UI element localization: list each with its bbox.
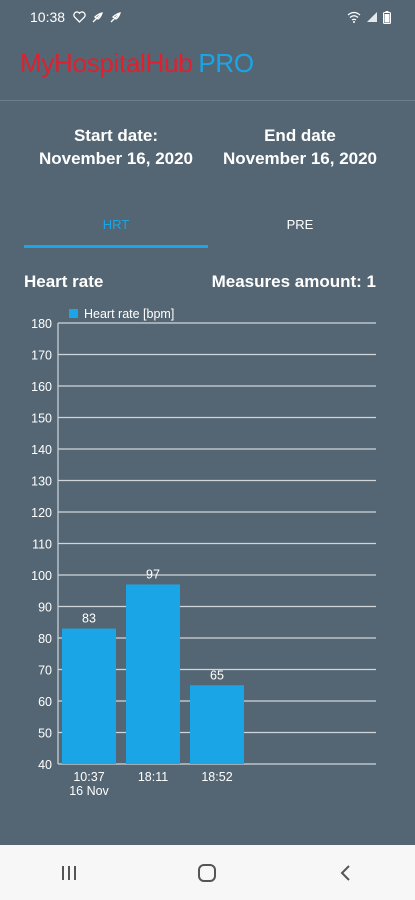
home-icon: [198, 863, 217, 882]
tab-pre[interactable]: PRE: [208, 200, 392, 248]
end-date-label: End date: [264, 126, 336, 145]
data-label: 83: [82, 612, 96, 626]
notification-icons: [73, 11, 122, 23]
y-tick-label: 80: [38, 632, 52, 646]
data-label: 65: [210, 668, 224, 682]
y-tick-label: 160: [31, 380, 52, 394]
measures-amount: Measures amount: 1: [211, 272, 376, 291]
y-tick-label: 110: [32, 538, 52, 552]
y-tick-label: 40: [38, 758, 52, 772]
heart-rate-chart[interactable]: 40 50 60 70 80 90 100 110 120 130 140 150 160 170 180 H…: [0, 300, 415, 810]
chart-svg: 40 50 60 70 80 90 100 110 120 130 140 150 160 170 180 H…: [31, 307, 376, 798]
legend-label: Heart rate [bpm]: [84, 307, 174, 321]
app-title-suffix: PRO: [198, 48, 254, 78]
y-tick-label: 180: [31, 317, 52, 331]
end-date-value: November 16, 2020: [222, 149, 378, 168]
x-tick-label: 18:52: [201, 770, 232, 784]
tab-hrt[interactable]: HRT: [24, 200, 208, 248]
recent-apps-button[interactable]: [39, 853, 99, 893]
wifi-icon: [347, 11, 361, 23]
y-tick-label: 120: [31, 506, 52, 520]
chart-heading: Heart rate: [24, 272, 104, 291]
y-tick-label: 100: [31, 569, 52, 583]
measurement-tabs: HRT PRE: [24, 200, 392, 248]
heart-icon: [73, 11, 86, 23]
start-date-value: November 16, 2020: [38, 149, 194, 168]
system-icons: [347, 10, 391, 24]
start-date-label: Start date:: [73, 126, 159, 145]
tab-pre-label: PRE: [286, 216, 314, 232]
system-nav-bar: [0, 845, 415, 900]
back-icon: [340, 864, 350, 881]
title-divider: [0, 100, 415, 101]
y-tick-label: 170: [31, 349, 52, 363]
y-tick-label: 50: [38, 727, 52, 741]
feather-icon: [110, 12, 121, 23]
y-tick-label: 140: [31, 443, 52, 457]
bar: [62, 628, 116, 764]
active-tab-indicator: [24, 245, 208, 248]
feather-icon: [92, 12, 103, 23]
app-title-brand: MyHospitalHub: [20, 48, 193, 78]
x-tick-label: 16 Nov: [69, 784, 109, 798]
y-tick-label: 150: [31, 412, 52, 426]
tab-hrt-label: HRT: [102, 216, 130, 232]
battery-icon: [383, 10, 391, 24]
data-label: 97: [146, 567, 160, 581]
home-button[interactable]: [177, 853, 237, 893]
legend-swatch: [69, 309, 78, 318]
signal-icon: [367, 12, 377, 22]
y-tick-label: 60: [38, 695, 52, 709]
recent-apps-icon: [62, 865, 77, 880]
chart-header: Heart rate Measures amount: 1: [24, 272, 376, 292]
bar: [126, 584, 180, 764]
bar: [190, 685, 244, 764]
app-title: MyHospitalHub PRO: [20, 48, 254, 79]
end-date-block[interactable]: End date November 16, 2020: [205, 124, 395, 170]
status-time: 10:38: [30, 9, 66, 25]
back-button[interactable]: [316, 853, 376, 893]
x-tick-label: 18:11: [138, 770, 168, 784]
status-bar: 10:38: [0, 0, 415, 34]
start-date-block[interactable]: Start date: November 16, 2020: [21, 124, 211, 170]
y-tick-label: 130: [31, 475, 52, 489]
x-tick-label: 10:37: [73, 770, 104, 784]
y-tick-label: 70: [38, 664, 52, 678]
y-tick-label: 90: [38, 601, 52, 615]
